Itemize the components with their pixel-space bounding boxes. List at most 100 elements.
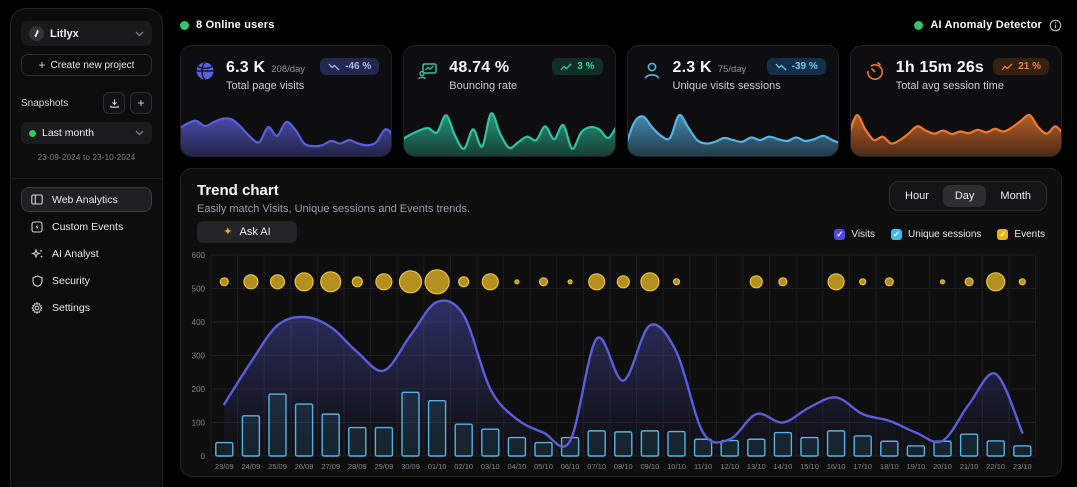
stat-label: Unique visits sessions bbox=[672, 80, 781, 92]
svg-text:13/10: 13/10 bbox=[747, 462, 766, 471]
stat-label: Total avg session time bbox=[895, 80, 1004, 92]
stat-value: 2.3 K bbox=[672, 59, 712, 76]
create-project-label: Create new project bbox=[50, 59, 135, 71]
download-icon bbox=[109, 98, 119, 108]
trend-badge: -46 % bbox=[320, 58, 380, 75]
stat-card-unique-visits[interactable]: 2.3 K 75/day Unique visits sessions -39 … bbox=[626, 45, 839, 157]
sparkline-chart bbox=[627, 113, 838, 156]
trend-up-icon bbox=[1001, 63, 1013, 70]
sparkle-icon: ✦ bbox=[223, 225, 233, 238]
sidebar-item-label: AI Analyst bbox=[52, 247, 99, 260]
project-selector[interactable]: Litlyx bbox=[21, 21, 152, 46]
bolt-square-icon bbox=[30, 220, 44, 233]
svg-text:18/10: 18/10 bbox=[880, 462, 899, 471]
green-dot-icon bbox=[29, 129, 36, 137]
trend-down-icon bbox=[775, 63, 787, 70]
create-project-button[interactable]: + Create new project bbox=[21, 54, 152, 76]
svg-text:25/09: 25/09 bbox=[268, 462, 287, 471]
sidebar-item-ai-analyst[interactable]: AI Analyst bbox=[21, 241, 152, 266]
project-name: Litlyx bbox=[50, 27, 79, 40]
svg-text:17/10: 17/10 bbox=[853, 462, 872, 471]
svg-text:300: 300 bbox=[192, 352, 206, 361]
svg-text:400: 400 bbox=[192, 318, 206, 327]
stat-card-total-page-visits[interactable]: 6.3 K 208/day Total page visits -46 % bbox=[180, 45, 393, 157]
stat-label: Total page visits bbox=[226, 80, 305, 92]
svg-text:16/10: 16/10 bbox=[827, 462, 846, 471]
legend-item-visits[interactable]: ✓ Visits bbox=[834, 229, 876, 240]
svg-text:20/10: 20/10 bbox=[933, 462, 952, 471]
svg-text:27/09: 27/09 bbox=[321, 462, 340, 471]
ask-ai-label: Ask AI bbox=[239, 226, 271, 238]
export-snapshot-button[interactable] bbox=[103, 92, 125, 114]
ask-ai-button[interactable]: ✦ Ask AI bbox=[197, 221, 297, 243]
sparkles-icon bbox=[30, 247, 44, 260]
stat-rate: 75/day bbox=[717, 64, 747, 75]
sidebar-item-security[interactable]: Security bbox=[21, 268, 152, 293]
person-icon bbox=[640, 59, 664, 83]
svg-text:0: 0 bbox=[201, 452, 206, 461]
checkbox-checked-icon: ✓ bbox=[834, 229, 846, 240]
sidebar-item-custom-events[interactable]: Custom Events bbox=[21, 214, 152, 239]
stat-card-bouncing-rate[interactable]: 48.74 % Bouncing rate 3 % bbox=[403, 45, 616, 157]
topbar: 8 Online users AI Anomaly Detector bbox=[180, 14, 1062, 36]
range-button-month[interactable]: Month bbox=[988, 185, 1043, 207]
range-segmented-control: Hour Day Month bbox=[889, 181, 1047, 211]
trend-chart-plot[interactable]: 0 100 200 300 400 500 600 23/09 24/09 25/09 26/09 2… bbox=[189, 251, 1055, 478]
trend-badge: 21 % bbox=[993, 58, 1049, 75]
svg-text:15/10: 15/10 bbox=[800, 462, 819, 471]
svg-text:23/09: 23/09 bbox=[215, 462, 234, 471]
sparkline-chart bbox=[181, 117, 392, 156]
sidebar-item-settings[interactable]: Settings bbox=[21, 295, 152, 320]
add-snapshot-button[interactable]: + bbox=[130, 92, 152, 114]
stat-value: 1h 15m 26s bbox=[895, 59, 985, 76]
sidebar-item-label: Settings bbox=[52, 301, 90, 314]
svg-text:500: 500 bbox=[192, 285, 206, 294]
chart-legend: ✓ Visits ✓ Unique sessions ✓ Events bbox=[834, 229, 1045, 240]
litlyx-logo-icon bbox=[29, 26, 44, 41]
svg-text:05/10: 05/10 bbox=[534, 462, 553, 471]
snapshots-label: Snapshots bbox=[21, 97, 69, 109]
anomaly-status-dot-icon bbox=[914, 20, 924, 30]
svg-text:21/10: 21/10 bbox=[960, 462, 979, 471]
svg-text:19/10: 19/10 bbox=[907, 462, 926, 471]
svg-text:08/10: 08/10 bbox=[614, 462, 633, 471]
svg-text:22/10: 22/10 bbox=[986, 462, 1005, 471]
svg-text:28/09: 28/09 bbox=[348, 462, 367, 471]
svg-text:11/10: 11/10 bbox=[694, 462, 712, 471]
stat-card-avg-session-time[interactable]: 1h 15m 26s Total avg session time 21 % bbox=[849, 45, 1062, 157]
plus-icon: + bbox=[137, 96, 145, 110]
gear-icon bbox=[30, 301, 44, 314]
trend-badge: -39 % bbox=[766, 58, 826, 75]
range-button-day[interactable]: Day bbox=[942, 185, 987, 207]
snapshot-select[interactable]: Last month bbox=[21, 122, 152, 144]
stat-rate: 208/day bbox=[271, 64, 306, 75]
svg-text:06/10: 06/10 bbox=[561, 462, 580, 471]
sidebar-item-web-analytics[interactable]: Web Analytics bbox=[21, 187, 152, 212]
stat-cards: 6.3 K 208/day Total page visits -46 % bbox=[180, 45, 1062, 157]
trend-badge: 3 % bbox=[552, 58, 603, 75]
sidebar: Litlyx + Create new project Snapshots + … bbox=[10, 8, 163, 487]
svg-text:07/10: 07/10 bbox=[587, 462, 606, 471]
snapshots-row: Snapshots + bbox=[21, 92, 152, 114]
checkbox-checked-icon: ✓ bbox=[891, 229, 903, 240]
svg-text:14/10: 14/10 bbox=[774, 462, 793, 471]
online-users-text: 8 Online users bbox=[196, 19, 275, 31]
svg-text:26/09: 26/09 bbox=[295, 462, 314, 471]
info-icon[interactable] bbox=[1049, 19, 1062, 32]
trend-up-icon bbox=[560, 63, 572, 70]
divider bbox=[11, 178, 162, 179]
legend-item-events[interactable]: ✓ Events bbox=[997, 229, 1045, 240]
trend-down-icon bbox=[328, 63, 340, 70]
range-button-hour[interactable]: Hour bbox=[893, 185, 941, 207]
globe-icon bbox=[193, 59, 217, 83]
snapshot-date-range: 23-09-2024 to 23-10-2024 bbox=[37, 153, 136, 162]
svg-text:01/10: 01/10 bbox=[428, 462, 447, 471]
svg-text:29/09: 29/09 bbox=[375, 462, 394, 471]
svg-text:200: 200 bbox=[192, 385, 206, 394]
checkbox-checked-icon: ✓ bbox=[997, 229, 1009, 240]
svg-text:03/10: 03/10 bbox=[481, 462, 500, 471]
legend-item-unique-sessions[interactable]: ✓ Unique sessions bbox=[891, 229, 982, 240]
chevron-down-icon bbox=[135, 31, 144, 36]
sidebar-item-label: Custom Events bbox=[52, 220, 124, 233]
sidebar-item-label: Security bbox=[52, 274, 90, 287]
